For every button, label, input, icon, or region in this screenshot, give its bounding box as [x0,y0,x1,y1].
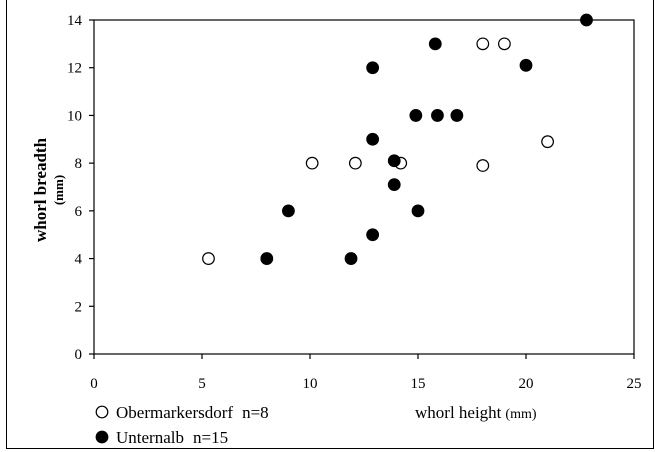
y-tick-label: 14 [67,13,83,29]
data-point-obermarkersdorf [348,156,362,170]
data-point-unternalb [387,154,401,168]
y-tick-label: 10 [67,108,82,124]
y-axis-title-unit: (mm) [51,175,66,205]
x-axis: 0 5 10 15 20 25 [90,354,642,392]
data-point-unternalb [387,178,401,192]
y-tick-label: 12 [67,61,82,77]
x-tick-label: 0 [90,376,98,392]
data-point-obermarkersdorf [305,156,319,170]
data-point-unternalb [450,109,464,122]
y-axis: 0 2 4 6 8 10 12 14 [67,13,94,363]
data-point-obermarkersdorf [498,37,511,51]
x-axis-label: whorl height (mm) [415,403,537,422]
legend-item-unternalb: Unternalb n=15 [95,428,228,447]
data-point-unternalb [260,252,274,265]
x-axis-title: whorl height (mm) [415,403,537,422]
data-point-unternalb [580,13,593,27]
y-tick-label: 4 [75,252,83,268]
y-tick-label: 2 [75,299,83,315]
chart-frame [6,0,654,449]
x-tick-label: 10 [303,376,318,392]
data-point-unternalb [282,204,295,218]
data-point-unternalb [519,58,533,72]
data-point-unternalb [431,109,444,122]
legend-item-obermarkersdorf: Obermarkersdorf n=8 [95,403,269,422]
x-tick-label: 20 [519,376,534,392]
data-point-obermarkersdorf [476,159,490,172]
legend-label-unternalb: Unternalb n=15 [116,428,228,447]
plot-area [93,19,635,355]
data-point-unternalb [344,252,358,265]
legend-marker-open-circle [95,405,109,419]
data-point-unternalb [366,61,380,75]
y-tick-label: 0 [75,347,83,363]
data-point-obermarkersdorf [476,37,490,51]
legend-label-obermarkersdorf: Obermarkersdorf n=8 [116,403,269,422]
y-axis-title: whorl breadth [31,137,50,242]
data-point-unternalb [409,109,423,122]
x-tick-label: 25 [627,376,642,392]
x-tick-label: 15 [411,376,426,392]
data-point-unternalb [411,204,425,218]
x-tick-label: 5 [198,376,206,392]
y-axis-unit: (mm) [51,175,66,205]
y-axis-label: whorl breadth [31,137,50,242]
data-point-unternalb [366,228,380,242]
data-point-obermarkersdorf [202,252,215,265]
data-points [202,13,593,265]
data-point-obermarkersdorf [541,135,554,149]
y-tick-label: 8 [75,156,83,172]
data-point-unternalb [366,132,380,146]
legend-marker-filled-circle [95,430,109,444]
data-point-unternalb [428,37,442,51]
legend: Obermarkersdorf n=8 Unternalb n=15 [95,403,269,447]
y-tick-label: 6 [75,204,83,220]
